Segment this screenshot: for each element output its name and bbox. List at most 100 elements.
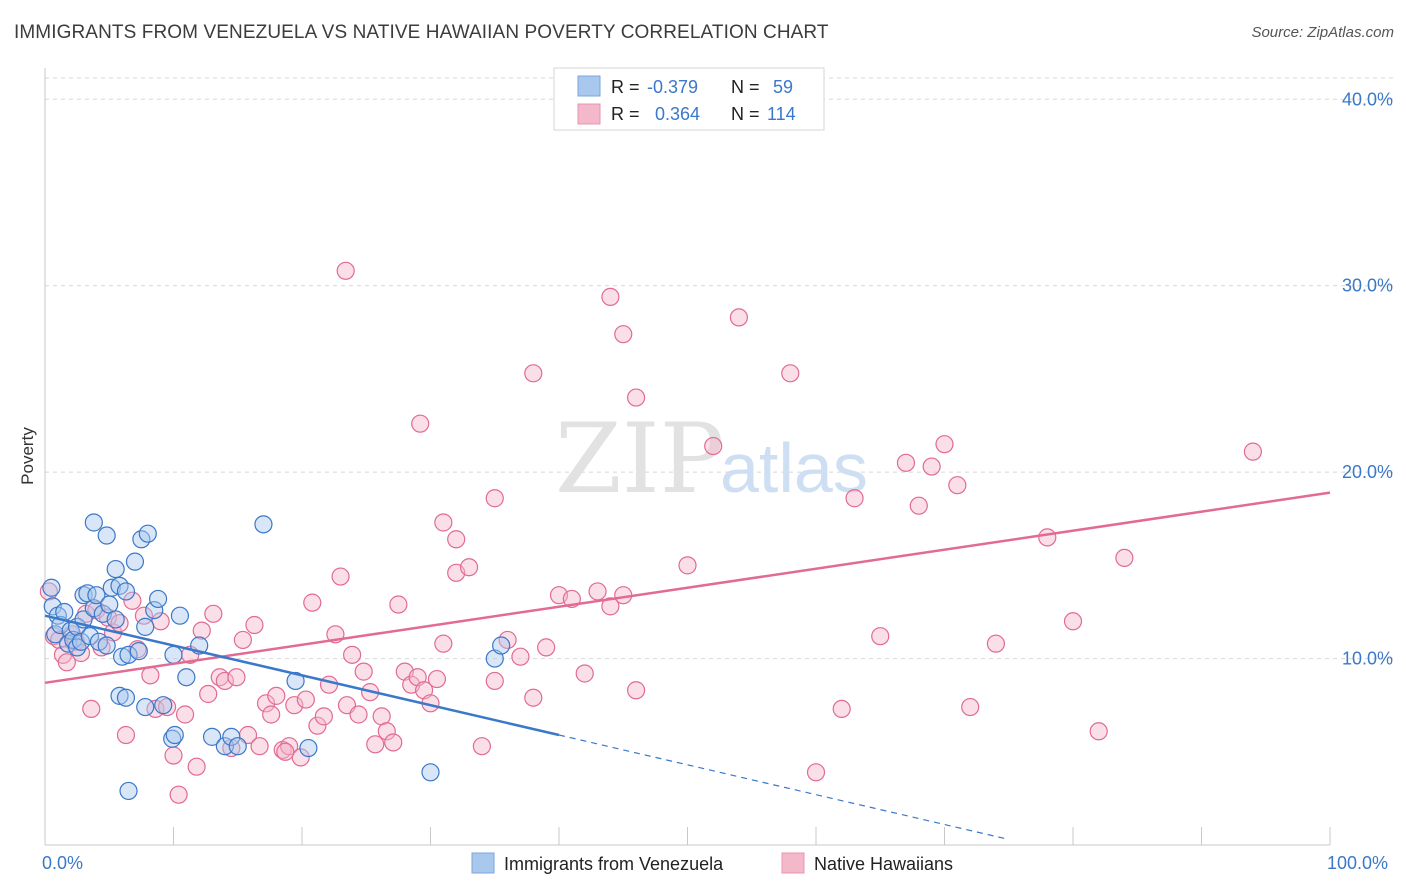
data-point-native-hawaiian (354, 662, 373, 681)
legend-n-value-2: 114 (767, 104, 796, 124)
data-point-native-hawaiian (331, 567, 350, 586)
correlation-legend: R = -0.379 N = 59 R = 0.364 N = 114 (553, 67, 825, 131)
data-point-native-hawaiian (245, 615, 264, 635)
data-point-native-hawaiian (276, 742, 295, 761)
data-point-venezuela (286, 671, 305, 691)
data-point-native-hawaiian (199, 684, 218, 704)
data-point-native-hawaiian (1089, 722, 1108, 741)
data-point-native-hawaiian (485, 671, 504, 691)
data-point-native-hawaiian (192, 621, 211, 640)
legend-r-label-2: R = (611, 104, 640, 124)
data-point-venezuela (299, 738, 318, 758)
data-point-venezuela (254, 515, 273, 534)
data-point-native-hawaiian (336, 261, 355, 280)
data-point-native-hawaiian (82, 699, 101, 719)
data-point-native-hawaiian (459, 558, 479, 577)
data-point-venezuela (165, 725, 184, 745)
legend-n-value-1: 59 (773, 77, 793, 97)
data-point-native-hawaiian (537, 638, 556, 657)
data-point-native-hawaiian (285, 696, 304, 715)
data-point-native-hawaiian (909, 496, 928, 515)
data-point-native-hawaiian (922, 457, 941, 476)
data-point-native-hawaiian (626, 681, 646, 700)
data-point-native-hawaiian (384, 733, 403, 752)
data-point-native-hawaiian (389, 595, 408, 614)
data-point-venezuela (136, 697, 155, 717)
y-tick-label: 30.0% (1342, 276, 1393, 296)
data-point-native-hawaiian (832, 699, 851, 719)
data-point-native-hawaiian (472, 737, 491, 756)
legend-n-label-1: N = (731, 77, 760, 97)
data-point-native-hawaiian (434, 634, 453, 653)
data-point-native-hawaiian (308, 716, 327, 735)
data-point-venezuela (84, 513, 103, 532)
legend-swatch-blue (577, 75, 601, 97)
data-point-venezuela (42, 578, 61, 597)
data-point-native-hawaiian (626, 388, 646, 407)
data-point-native-hawaiian (524, 688, 543, 707)
series-native-hawaiians (39, 261, 1263, 804)
data-point-venezuela (116, 582, 136, 601)
data-point-native-hawaiian (575, 664, 594, 683)
data-point-venezuela (97, 526, 116, 545)
data-point-native-hawaiian (343, 645, 362, 664)
data-point-venezuela (43, 597, 62, 616)
data-point-native-hawaiian (116, 725, 136, 745)
data-point-native-hawaiian (314, 707, 333, 726)
data-point-native-hawaiian (845, 489, 864, 508)
data-point-venezuela (106, 559, 125, 579)
data-point-native-hawaiian (896, 453, 916, 472)
data-point-native-hawaiian (267, 686, 286, 705)
legend-r-label-1: R = (611, 77, 640, 97)
data-point-native-hawaiian (164, 746, 183, 765)
data-point-venezuela (106, 610, 125, 629)
axis-layer (44, 68, 1331, 846)
data-point-native-hawaiian (204, 604, 223, 623)
data-point-native-hawaiian (806, 763, 826, 782)
data-point-venezuela (110, 686, 129, 705)
data-point-native-hawaiian (986, 634, 1006, 653)
y-tick-label: 40.0% (1342, 89, 1393, 109)
series-legend-label-venezuela: Immigrants from Venezuela (504, 854, 724, 874)
data-point-native-hawaiian (233, 630, 252, 650)
legend-r-value-1: -0.379 (647, 77, 698, 97)
data-point-venezuela (492, 636, 511, 655)
data-point-venezuela (154, 696, 173, 715)
data-point-venezuela (129, 642, 148, 661)
series-legend-swatch-pink (781, 852, 805, 874)
data-point-venezuela (87, 586, 106, 605)
data-point-native-hawaiian (948, 476, 967, 495)
data-point-venezuela (138, 524, 157, 543)
data-point-native-hawaiian (678, 556, 697, 575)
y-tick-label: 10.0% (1342, 649, 1393, 669)
grid-layer (45, 77, 1395, 660)
trend-lines (44, 491, 1331, 840)
data-point-native-hawaiian (614, 325, 633, 344)
data-point-native-hawaiian (256, 694, 276, 713)
data-point-native-hawaiian (601, 597, 620, 616)
data-point-venezuela (148, 589, 168, 609)
trend-line-venezuela (44, 614, 560, 737)
data-point-native-hawaiian (123, 591, 142, 610)
data-point-native-hawaiian (871, 627, 890, 646)
series-legend: Immigrants from Venezuela Native Hawaiia… (471, 852, 953, 874)
data-point-native-hawaiian (935, 435, 954, 454)
y-tick-label: 20.0% (1342, 462, 1393, 482)
data-point-native-hawaiian (319, 675, 339, 694)
data-point-native-hawaiian (524, 364, 543, 383)
x-tick-label-min: 0.0% (42, 853, 83, 873)
data-point-native-hawaiian (1038, 528, 1057, 547)
data-point-native-hawaiian (485, 489, 504, 508)
watermark-atlas: atlas (720, 429, 868, 507)
legend-r-value-2: 0.364 (655, 104, 700, 124)
data-point-venezuela (228, 737, 247, 756)
series-immigrants-venezuela (42, 513, 511, 801)
data-point-venezuela (170, 606, 190, 625)
data-point-venezuela (136, 617, 155, 636)
data-point-native-hawaiian (227, 668, 246, 687)
source-credit: Source: ZipAtlas.com (1251, 24, 1394, 41)
x-tick-label-max: 100.0% (1327, 853, 1388, 873)
data-point-venezuela (215, 737, 234, 756)
data-point-native-hawaiian (366, 735, 385, 754)
data-point-venezuela (421, 763, 440, 782)
